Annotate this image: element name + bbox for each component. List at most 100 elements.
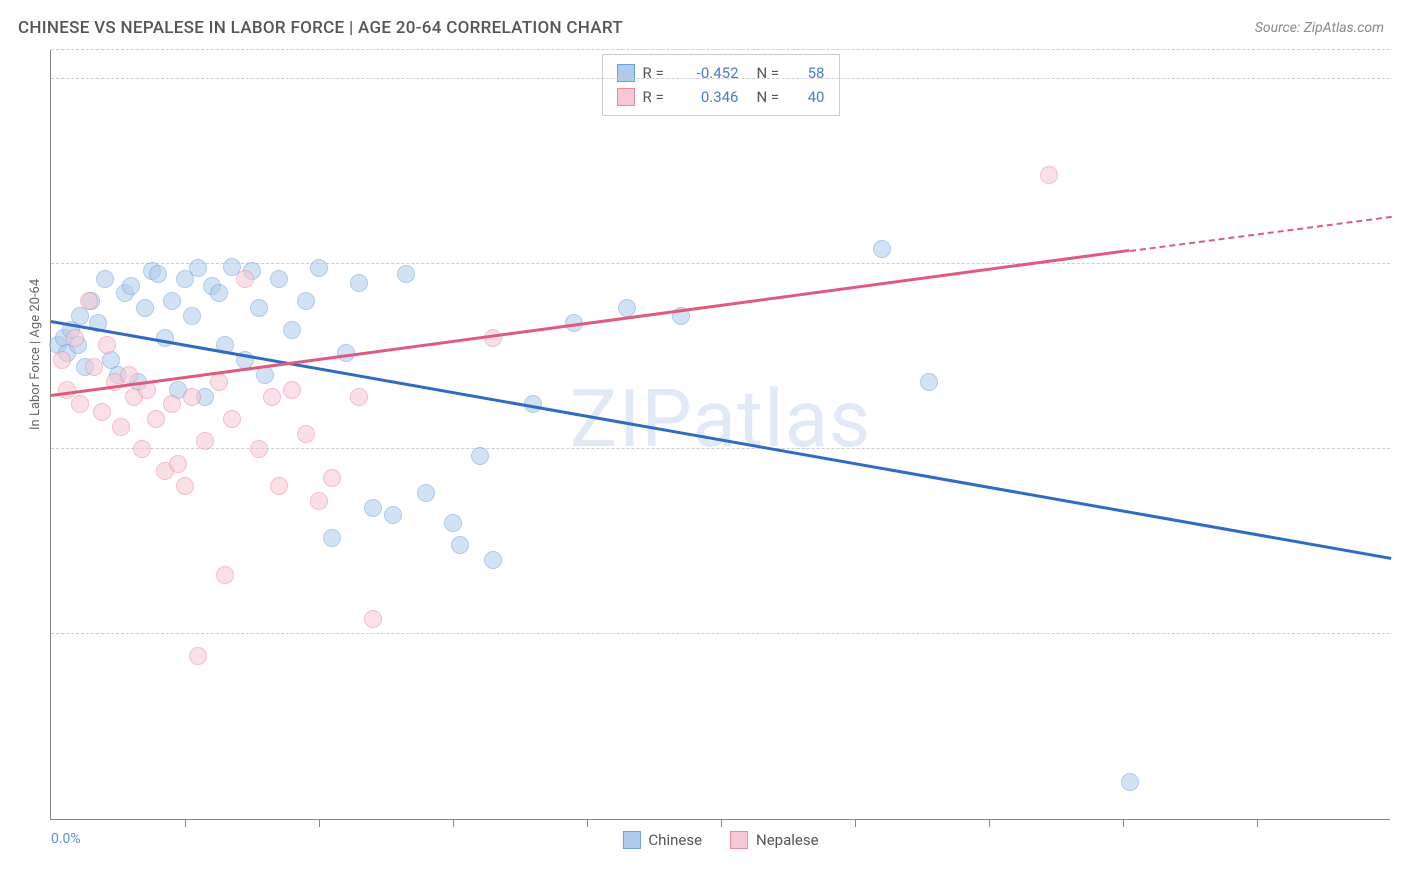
- y-tick-label: 100.0%: [1397, 71, 1406, 87]
- y-tick-label: 62.5%: [1397, 626, 1406, 642]
- scatter-point: [71, 395, 89, 413]
- scatter-point: [136, 299, 154, 317]
- gridline: [51, 78, 1390, 79]
- scatter-point: [283, 381, 301, 399]
- legend-item: Nepalese: [730, 831, 819, 849]
- scatter-point: [120, 366, 138, 384]
- gridline: [51, 633, 1390, 634]
- scatter-point: [451, 536, 469, 554]
- x-tick: [855, 819, 856, 827]
- scatter-point: [98, 336, 116, 354]
- scatter-point: [149, 265, 167, 283]
- correlation-legend: R = -0.452 N = 58 R = 0.346 N = 40: [602, 54, 840, 116]
- r-value: 0.346: [681, 85, 739, 109]
- trend-line: [51, 320, 1391, 559]
- series-legend: Chinese Nepalese: [622, 831, 818, 849]
- scatter-point: [484, 551, 502, 569]
- scatter-point: [323, 469, 341, 487]
- scatter-point: [270, 477, 288, 495]
- scatter-point: [96, 270, 114, 288]
- scatter-point: [112, 418, 130, 436]
- scatter-point: [471, 447, 489, 465]
- scatter-point: [323, 529, 341, 547]
- x-axis-min-label: 0.0%: [51, 831, 81, 847]
- scatter-point: [236, 270, 254, 288]
- r-label: R =: [643, 85, 673, 109]
- scatter-point: [1040, 166, 1058, 184]
- n-value: 40: [795, 85, 825, 109]
- scatter-point: [223, 410, 241, 428]
- x-tick: [319, 819, 320, 827]
- scatter-point: [183, 307, 201, 325]
- scatter-point: [122, 277, 140, 295]
- scatter-chart: ZIPatlas 0.0% 10.0% R =-0.452N =58R =0.3…: [50, 50, 1390, 820]
- scatter-point: [1121, 773, 1139, 791]
- x-tick: [587, 819, 588, 827]
- scatter-point: [250, 440, 268, 458]
- legend-row: R = -0.452 N = 58: [617, 61, 825, 85]
- n-label: N =: [757, 61, 787, 85]
- scatter-point: [350, 274, 368, 292]
- scatter-point: [283, 321, 301, 339]
- r-label: R =: [643, 61, 673, 85]
- chart-title: CHINESE VS NEPALESE IN LABOR FORCE | AGE…: [18, 18, 623, 38]
- scatter-point: [873, 240, 891, 258]
- scatter-point: [93, 403, 111, 421]
- scatter-point: [350, 388, 368, 406]
- x-tick: [453, 819, 454, 827]
- scatter-point: [58, 381, 76, 399]
- scatter-point: [189, 647, 207, 665]
- scatter-point: [210, 284, 228, 302]
- y-tick-label: 87.5%: [1397, 256, 1406, 272]
- r-value: -0.452: [681, 61, 739, 85]
- x-tick: [989, 819, 990, 827]
- scatter-point: [163, 395, 181, 413]
- gridline: [51, 49, 1390, 50]
- x-tick: [1123, 819, 1124, 827]
- chart-header: CHINESE VS NEPALESE IN LABOR FORCE | AGE…: [0, 0, 1406, 48]
- trend-line-extrapolated: [1130, 216, 1392, 252]
- legend-swatch: [617, 64, 635, 82]
- scatter-point: [169, 455, 187, 473]
- x-tick: [721, 819, 722, 827]
- scatter-point: [85, 358, 103, 376]
- scatter-point: [210, 373, 228, 391]
- legend-item: Chinese: [622, 831, 702, 849]
- scatter-point: [397, 265, 415, 283]
- scatter-point: [297, 292, 315, 310]
- scatter-point: [310, 492, 328, 510]
- scatter-point: [66, 329, 84, 347]
- y-tick-label: 75.0%: [1397, 441, 1406, 457]
- scatter-point: [176, 477, 194, 495]
- n-label: N =: [757, 85, 787, 109]
- scatter-point: [147, 410, 165, 428]
- legend-row: R = 0.346 N = 40: [617, 85, 825, 109]
- scatter-point: [297, 425, 315, 443]
- scatter-point: [417, 484, 435, 502]
- scatter-point: [364, 610, 382, 628]
- legend-label: Nepalese: [756, 831, 819, 849]
- scatter-point: [133, 440, 151, 458]
- legend-swatch: [617, 88, 635, 106]
- scatter-point: [163, 292, 181, 310]
- scatter-point: [189, 259, 207, 277]
- scatter-point: [196, 432, 214, 450]
- scatter-point: [618, 299, 636, 317]
- source-attribution: Source: ZipAtlas.com: [1255, 20, 1384, 36]
- legend-label: Chinese: [648, 831, 702, 849]
- scatter-point: [263, 388, 281, 406]
- legend-swatch: [730, 831, 748, 849]
- scatter-point: [384, 506, 402, 524]
- n-value: 58: [795, 61, 825, 85]
- scatter-point: [310, 259, 328, 277]
- scatter-point: [270, 270, 288, 288]
- scatter-point: [53, 351, 71, 369]
- scatter-point: [444, 514, 462, 532]
- scatter-point: [364, 499, 382, 517]
- scatter-point: [250, 299, 268, 317]
- x-tick: [185, 819, 186, 827]
- scatter-point: [216, 566, 234, 584]
- scatter-point: [183, 388, 201, 406]
- y-axis-label: In Labor Force | Age 20-64: [28, 279, 43, 430]
- x-tick: [1257, 819, 1258, 827]
